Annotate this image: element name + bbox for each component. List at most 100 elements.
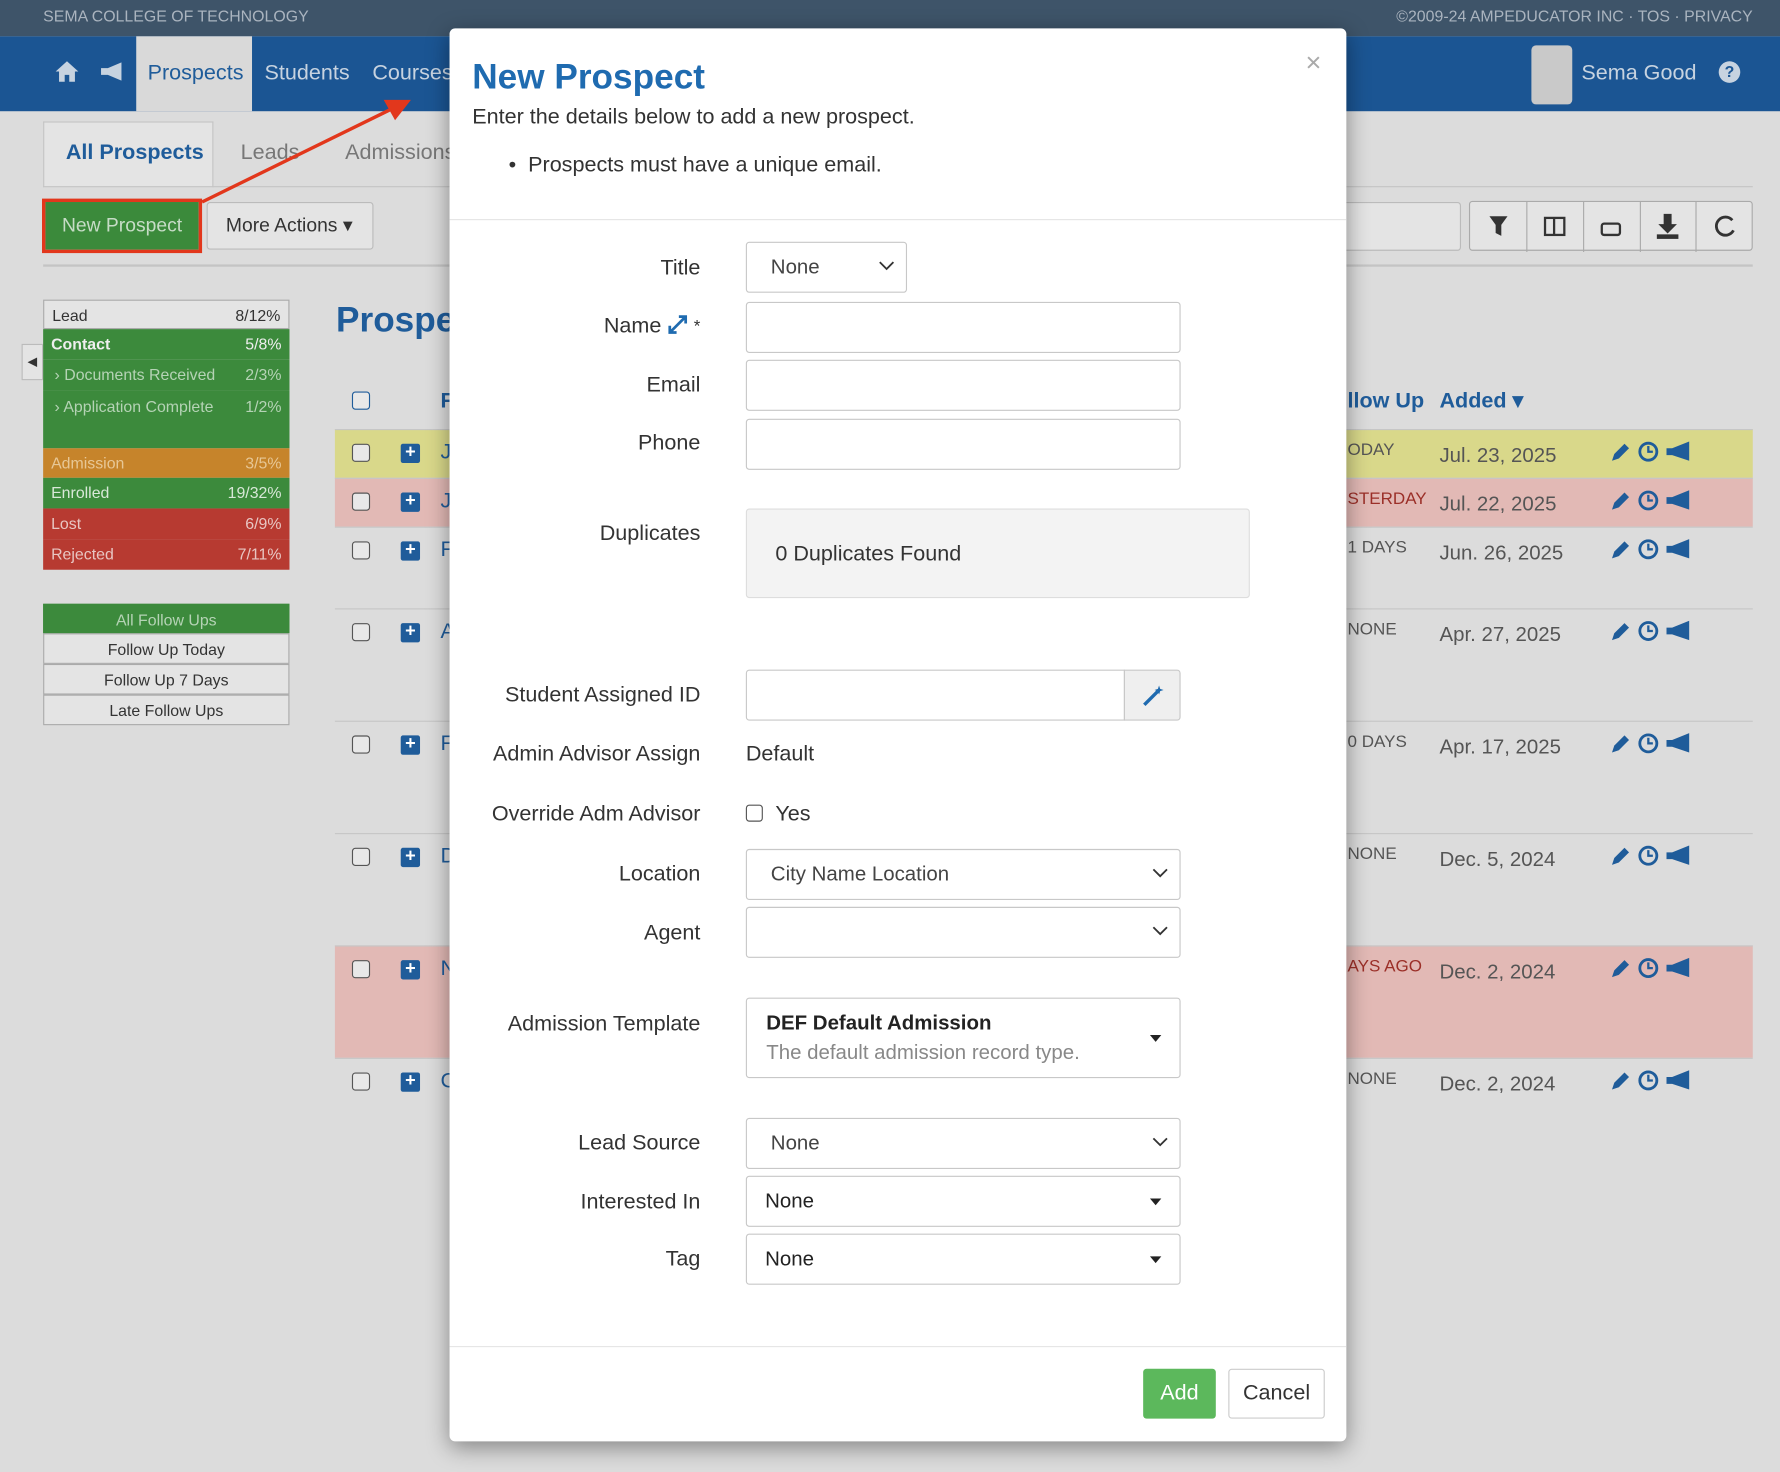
follow-up: 0 DAYS (1347, 732, 1407, 752)
generate-id-button[interactable] (1123, 669, 1181, 721)
field-label: Location (618, 862, 701, 887)
user-name[interactable]: Sema Good (1581, 61, 1697, 86)
stage-item[interactable]: › Application Complete 1/2% (43, 390, 290, 449)
stage-item[interactable]: Lost 6/9% (43, 508, 290, 540)
expand-icon[interactable] (667, 314, 687, 334)
expand-row[interactable]: + (400, 443, 421, 464)
nav-item[interactable]: Courses (372, 61, 453, 86)
row-actions[interactable] (1610, 732, 1694, 755)
agent-select[interactable] (745, 906, 1181, 958)
stage-item[interactable]: Contact 5/8% (43, 329, 290, 360)
interested-select[interactable]: None (745, 1175, 1181, 1227)
expand-row[interactable]: + (400, 623, 421, 643)
student-id-input[interactable] (745, 669, 1125, 721)
modal-footer-divider (449, 1346, 1347, 1348)
tool-icons[interactable] (1470, 202, 1754, 252)
prospect-name[interactable]: J (440, 489, 452, 513)
row-checkbox[interactable] (351, 1072, 371, 1091)
expand-row[interactable]: + (400, 1072, 421, 1092)
expand-row[interactable]: + (400, 492, 421, 512)
row-checkbox[interactable] (351, 735, 371, 754)
select-value: City Name Location (770, 862, 950, 886)
tab[interactable]: Leads (240, 140, 300, 165)
field-label: Duplicates (599, 522, 701, 546)
row-actions[interactable] (1610, 538, 1694, 561)
row-actions[interactable] (1610, 489, 1694, 512)
modal-title: New Prospect (472, 56, 705, 97)
row-actions[interactable] (1610, 620, 1694, 643)
stage-item[interactable]: Lead 8/12% (43, 299, 290, 330)
follow-up-filter[interactable]: Follow Up 7 Days (43, 663, 290, 695)
more-actions-button[interactable]: More Actions ▾ (206, 202, 374, 250)
duplicates-box: 0 Duplicates Found (745, 508, 1250, 599)
privacy-link[interactable]: PRIVACY (1684, 6, 1753, 25)
phone-input[interactable] (745, 418, 1181, 470)
megaphone-icon[interactable] (99, 61, 126, 81)
list-title: Prospe (336, 299, 456, 340)
tag-select[interactable]: None (745, 1233, 1181, 1285)
tos-link[interactable]: TOS (1637, 6, 1671, 25)
row-checkbox[interactable] (351, 960, 371, 979)
expand-row[interactable]: + (400, 541, 421, 561)
select-value: None (765, 1247, 814, 1270)
follow-up: AYS AGO (1347, 956, 1422, 977)
follow-up-filter[interactable]: All Follow Ups (43, 603, 290, 635)
row-actions[interactable] (1610, 440, 1694, 463)
row-actions[interactable] (1610, 957, 1694, 980)
row-checkbox[interactable] (351, 492, 371, 511)
title-select[interactable]: None (745, 241, 908, 293)
highlight-box (42, 198, 203, 254)
row-actions[interactable] (1610, 844, 1694, 867)
nav-item[interactable]: Students (264, 61, 350, 86)
row-checkbox[interactable] (351, 847, 371, 866)
stage-item[interactable]: Admission 3/5% (43, 448, 290, 478)
stage-item[interactable]: Enrolled 19/32% (43, 477, 290, 509)
row-actions[interactable] (1610, 1069, 1694, 1092)
stage-item[interactable]: › Documents Received 2/3% (43, 359, 290, 391)
select-value: None (770, 1131, 820, 1155)
follow-up: NONE (1347, 844, 1397, 864)
lead-source-select[interactable]: None (745, 1117, 1181, 1169)
follow-up-filter[interactable]: Late Follow Ups (43, 694, 290, 726)
expand-row[interactable]: + (400, 847, 421, 868)
template-select[interactable]: DEF Default Admission The default admissi… (745, 997, 1181, 1079)
location-select[interactable]: City Name Location (745, 848, 1181, 900)
tab[interactable]: Admissions (345, 140, 456, 165)
help-icon[interactable]: ? (1718, 61, 1741, 83)
added-date: Dec. 5, 2024 (1439, 847, 1556, 871)
row-checkbox[interactable] (351, 443, 371, 462)
name-input[interactable] (745, 301, 1181, 353)
follow-up: 1 DAYS (1347, 537, 1407, 558)
stage-count: 19/32% (227, 483, 282, 502)
stage-label: Lost (51, 514, 82, 533)
column-header[interactable]: llow Up (1347, 389, 1425, 414)
avatar[interactable] (1531, 45, 1573, 105)
expand-row[interactable]: + (400, 960, 421, 980)
nav-item[interactable]: Prospects (147, 61, 244, 86)
column-header[interactable]: Added ▾ (1439, 389, 1524, 414)
modal (449, 28, 1347, 1442)
new-prospect-button[interactable]: New Prospect (45, 202, 199, 250)
follow-up-filter[interactable]: Follow Up Today (43, 633, 290, 664)
close-button[interactable]: × (1305, 47, 1322, 79)
email-input[interactable] (745, 359, 1181, 411)
stage-item[interactable]: Rejected 7/11% (43, 539, 290, 570)
select-all-checkbox[interactable] (351, 391, 371, 410)
home-icon[interactable] (54, 59, 79, 84)
field-label: Interested In (580, 1190, 701, 1215)
row-checkbox[interactable] (351, 623, 371, 642)
collapse-button[interactable]: ◀ (21, 343, 44, 381)
row-checkbox[interactable] (351, 541, 371, 560)
prospect-name[interactable]: J (440, 440, 452, 465)
search-box[interactable] (1339, 202, 1462, 251)
stage-count: 6/9% (245, 514, 282, 533)
tab[interactable]: All Prospects (65, 140, 204, 165)
override-checkbox[interactable] (745, 804, 763, 822)
add-button[interactable]: Add (1143, 1368, 1216, 1419)
stage-label: Rejected (51, 544, 114, 563)
expand-row[interactable]: + (400, 735, 421, 755)
field-label: Lead Source (578, 1131, 701, 1156)
cancel-button[interactable]: Cancel (1228, 1368, 1325, 1419)
stage-label: Contact (51, 334, 111, 353)
